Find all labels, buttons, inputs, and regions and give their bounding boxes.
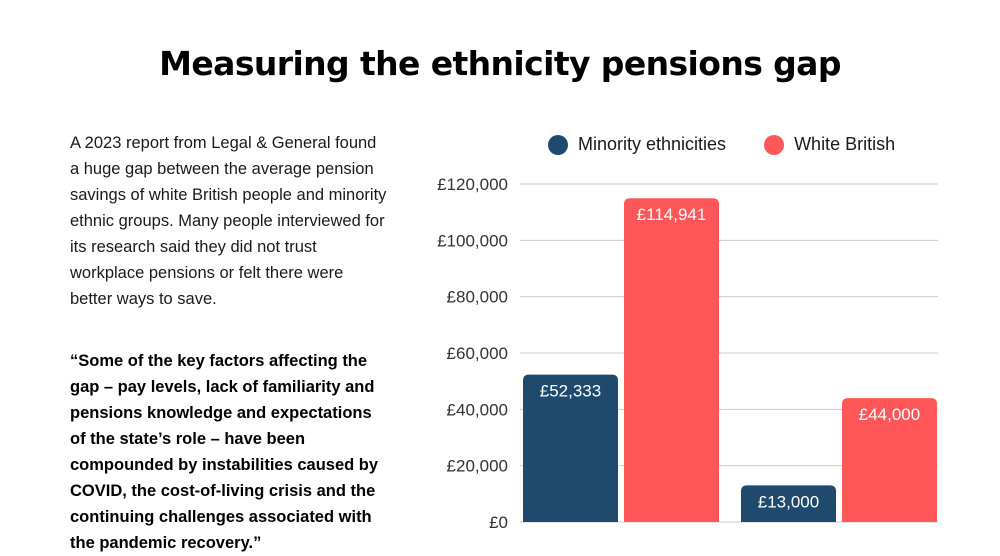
legend-label-white-british: White British — [794, 134, 896, 154]
bar-value-label: £52,333 — [540, 382, 601, 401]
bar-value-label: £44,000 — [859, 405, 920, 424]
bar — [741, 485, 836, 522]
y-tick-label: £60,000 — [447, 344, 508, 363]
bar-value-label: £13,000 — [758, 492, 819, 511]
bar-chart: £0 £20,000 £40,000 £60,000 £80,000 £100,000 £1… — [437, 175, 938, 532]
y-tick-label: £20,000 — [447, 457, 508, 476]
y-tick-label: £120,000 — [437, 175, 508, 194]
legend-label-minority: Minority ethnicities — [578, 134, 727, 154]
chart-title: Measuring the ethnicity pensions gap — [159, 44, 841, 83]
legend-item-white-british: White British — [764, 134, 895, 155]
bar — [624, 198, 719, 522]
bar — [523, 374, 618, 522]
legend-item-minority: Minority ethnicities — [548, 134, 726, 155]
quote-paragraph: “Some of the key factors affecting the g… — [70, 352, 379, 552]
legend-swatch-minority — [548, 134, 568, 155]
chart-legend: Minority ethnicities White British — [548, 134, 895, 155]
legend-swatch-white-british — [764, 134, 785, 155]
y-tick-label: £40,000 — [447, 400, 508, 419]
y-tick-label: £0 — [489, 513, 508, 532]
bar-value-label: £114,941 — [637, 205, 707, 224]
y-tick-label: £80,000 — [447, 288, 508, 307]
intro-paragraph: A 2023 report from Legal & General found… — [70, 134, 387, 308]
y-tick-label: £100,000 — [437, 231, 508, 250]
bar — [842, 398, 937, 522]
